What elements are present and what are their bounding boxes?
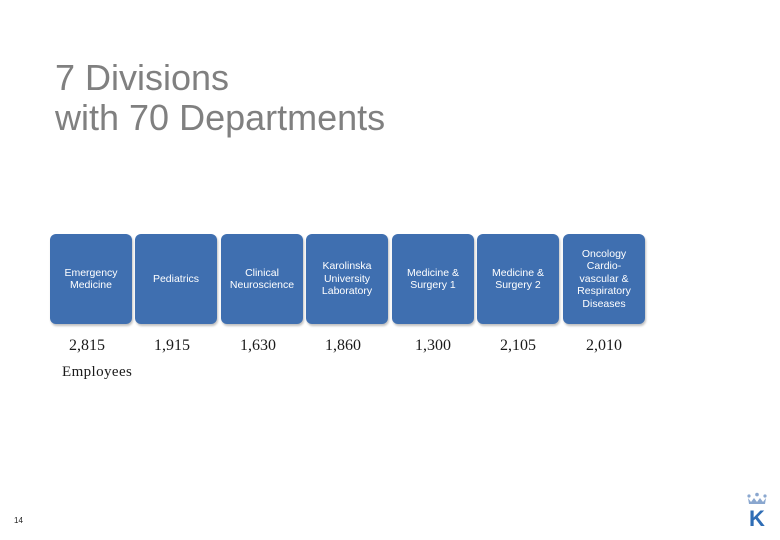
division-name: Karolinska University Laboratory	[321, 260, 373, 298]
division-name: Pediatrics	[152, 272, 200, 285]
employee-count: 2,105	[500, 337, 536, 354]
division-card: Medicine & Surgery 1	[392, 234, 474, 324]
division-name: Emergency Medicine	[64, 266, 118, 292]
division-card: Pediatrics	[135, 234, 217, 324]
employee-count: 1,915	[154, 337, 190, 354]
division-card: Oncology Cardio- vascular & Respiratory …	[563, 234, 645, 324]
employee-count: 1,630	[240, 337, 276, 354]
employee-count: 2,010	[586, 337, 622, 354]
division-card: Medicine & Surgery 2	[477, 234, 559, 324]
division-name: Oncology Cardio- vascular & Respiratory …	[577, 247, 631, 310]
logo-letter: K	[749, 506, 765, 528]
division-name: Clinical Neuroscience	[229, 266, 295, 292]
division-name: Medicine & Surgery 1	[407, 266, 459, 292]
crown-k-logo-icon: K	[747, 492, 767, 528]
division-name: Medicine & Surgery 2	[492, 266, 544, 292]
title-line-2: with 70 Departments	[55, 97, 386, 138]
employee-count: 1,300	[415, 337, 451, 354]
division-card: Karolinska University Laboratory	[306, 234, 388, 324]
employee-count: 2,815	[69, 337, 105, 354]
employee-count: 1,860	[325, 337, 361, 354]
title-line-1: 7 Divisions	[55, 57, 230, 98]
division-card: Emergency Medicine	[50, 234, 132, 324]
slide-title: 7 Divisions with 70 Departments	[55, 58, 385, 138]
division-card: Clinical Neuroscience	[221, 234, 303, 324]
employees-label: Employees	[62, 364, 133, 380]
page-number: 14	[14, 516, 23, 525]
